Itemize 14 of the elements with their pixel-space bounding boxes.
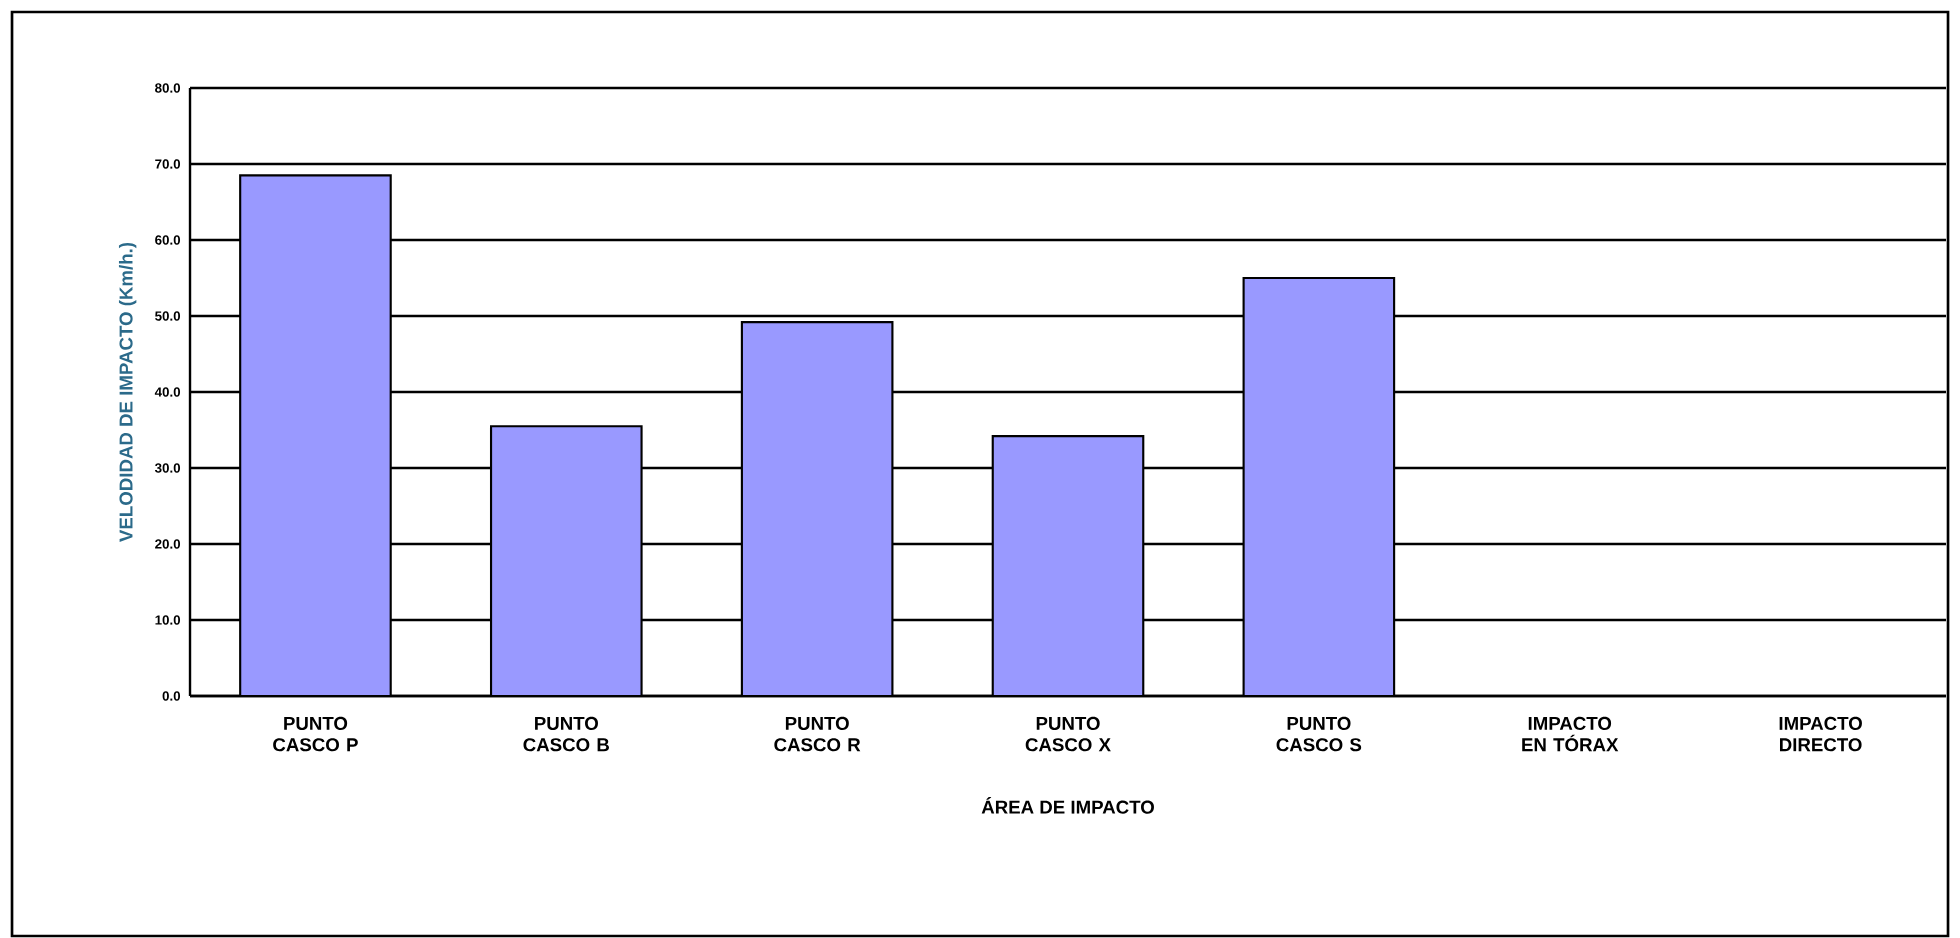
bar [239,174,392,696]
y-axis-title: VELODIDAD DE IMPACTO (Km/h.) [118,242,137,542]
bar [991,435,1145,696]
x-tick-label: PUNTO CASCO B [523,716,609,752]
x-tick-label: PUNTO CASCO S [1276,716,1362,752]
bar [1242,276,1396,696]
bar [489,425,643,696]
bar [740,321,894,696]
x-tick-label: PUNTO CASCO R [774,716,861,752]
x-tick-label: IMPACTO EN TÓRAX [1522,716,1619,752]
x-tick-label: IMPACTO DIRECTO [1779,716,1862,752]
x-axis-title: ÁREA DE IMPACTO [981,797,1154,814]
x-tick-label: PUNTO CASCO X [1025,716,1111,752]
x-tick-label: PUNTO CASCO P [273,716,358,752]
